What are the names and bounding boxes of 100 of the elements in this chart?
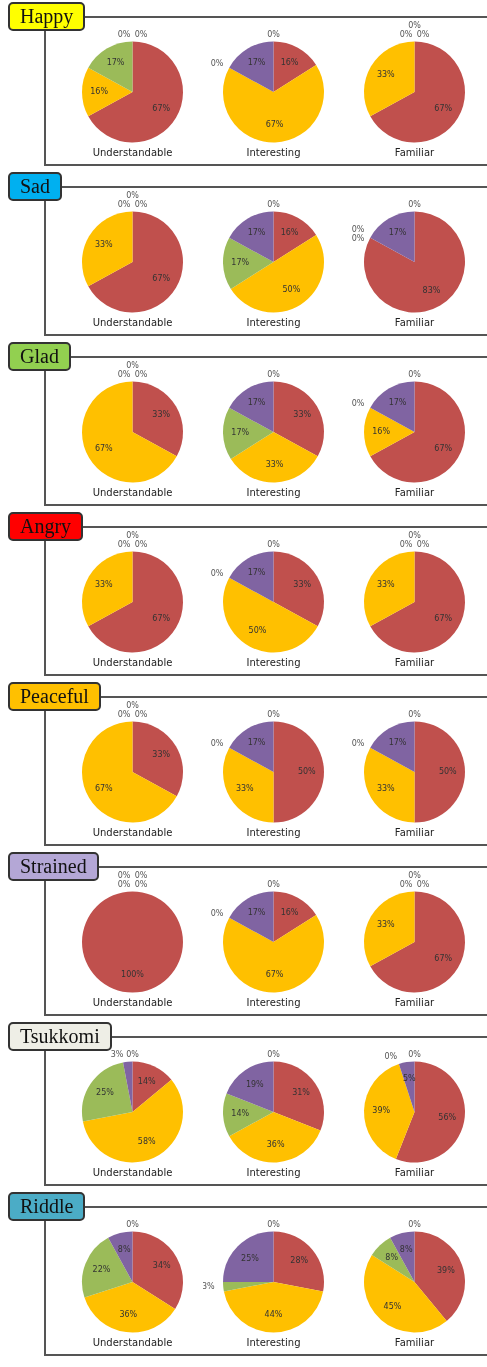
text: 0% <box>351 739 365 749</box>
text: 0% <box>117 709 131 719</box>
text: Familiar <box>393 997 436 1008</box>
data-label: 39% <box>372 1106 391 1116</box>
data-label: 50% <box>248 626 267 636</box>
text: 0% <box>210 569 224 579</box>
data-label: 16% <box>280 227 299 237</box>
text: 0% <box>126 530 139 540</box>
text: 0% <box>210 59 224 69</box>
text: Understandable <box>91 827 174 838</box>
text: 0% <box>126 1049 139 1059</box>
text: 0% <box>408 530 421 540</box>
text: Understandable <box>91 317 174 328</box>
text: Interesting <box>245 657 302 668</box>
data-label: 16% <box>280 57 299 67</box>
text: 0% <box>210 909 224 919</box>
data-label: 67% <box>265 970 284 980</box>
data-label: 16% <box>90 87 109 97</box>
data-label: 33% <box>376 580 396 590</box>
chart-title: Glad <box>8 342 71 371</box>
data-label: 34% <box>152 1261 171 1271</box>
data-label: 83% <box>422 285 441 295</box>
data-label: 36% <box>266 1140 285 1150</box>
data-label: 50% <box>297 767 317 777</box>
text: 0% <box>399 879 413 889</box>
data-label: 67% <box>434 954 453 964</box>
text: Familiar <box>393 147 436 158</box>
text: 0% <box>399 539 413 549</box>
text: 0% <box>408 199 421 209</box>
text: 0% <box>416 29 430 39</box>
text: Understandable <box>91 1167 174 1178</box>
data-label: 16% <box>372 427 391 437</box>
text: 0% <box>408 369 421 379</box>
data-label: 33% <box>152 750 171 760</box>
data-label: 67% <box>265 120 284 130</box>
data-label: 22% <box>92 1264 111 1274</box>
text: 0% <box>408 1219 421 1229</box>
text: 0% <box>384 1052 398 1062</box>
text: Interesting <box>245 487 302 498</box>
data-label: 56% <box>438 1113 457 1123</box>
data-label: 8% <box>117 1244 131 1254</box>
chart-title: Tsukkomi <box>8 1022 112 1051</box>
text: Familiar <box>393 487 436 498</box>
data-label: 17% <box>231 258 250 268</box>
text: 0% <box>134 539 148 549</box>
data-label: 67% <box>152 614 171 624</box>
data-label: 100% <box>121 970 145 980</box>
text: Familiar <box>393 657 436 668</box>
text: 0% <box>117 369 131 379</box>
data-label: 17% <box>247 398 266 408</box>
text: 0% <box>117 199 131 209</box>
data-label: 17% <box>247 228 266 238</box>
chart-title: Sad <box>8 172 62 201</box>
data-label: 33% <box>265 460 284 470</box>
text: 0% <box>399 29 413 39</box>
data-label: 5% <box>402 1074 417 1084</box>
text: Interesting <box>245 317 302 328</box>
data-label: 25% <box>241 1253 260 1263</box>
data-label: 67% <box>434 104 453 114</box>
data-label: 33% <box>235 784 255 794</box>
text: 0% <box>117 539 131 549</box>
data-label: 17% <box>388 738 407 748</box>
chart-title: Riddle <box>8 1192 86 1221</box>
text: Understandable <box>91 487 174 498</box>
data-label: 17% <box>106 58 125 68</box>
text: Interesting <box>245 1167 302 1178</box>
text: 0% <box>126 360 139 370</box>
data-label: 50% <box>282 285 301 295</box>
text: 0% <box>267 709 280 719</box>
data-label: 17% <box>388 228 407 238</box>
text: 0% <box>408 1049 421 1059</box>
data-label: 50% <box>438 767 458 777</box>
data-label: 33% <box>152 410 171 420</box>
data-label: 36% <box>119 1310 138 1320</box>
text: 0% <box>117 879 131 889</box>
data-label: 19% <box>245 1079 265 1089</box>
data-label: 8% <box>385 1252 399 1262</box>
data-label: 33% <box>293 410 312 420</box>
text: 0% <box>267 1219 280 1229</box>
data-label: 28% <box>290 1255 309 1265</box>
text: Understandable <box>91 147 174 158</box>
chart-title: Happy <box>8 2 86 31</box>
data-label: 67% <box>434 444 453 454</box>
text: 0% <box>416 879 430 889</box>
text: 0% <box>134 879 148 889</box>
data-label: 17% <box>247 908 266 918</box>
text: 0% <box>126 700 139 710</box>
data-label: 3% <box>110 1049 124 1059</box>
chart-title: Angry <box>8 512 84 541</box>
data-label: 17% <box>247 568 266 578</box>
data-label: 31% <box>292 1088 311 1098</box>
text: 0% <box>351 233 365 243</box>
data-label: 17% <box>388 398 407 408</box>
data-label: 67% <box>152 274 171 284</box>
text: 0% <box>134 870 148 880</box>
data-label: 33% <box>293 580 312 590</box>
data-label: 8% <box>399 1244 413 1254</box>
text: Interesting <box>245 997 302 1008</box>
data-label: 33% <box>376 784 396 794</box>
text: 0% <box>126 1219 139 1229</box>
